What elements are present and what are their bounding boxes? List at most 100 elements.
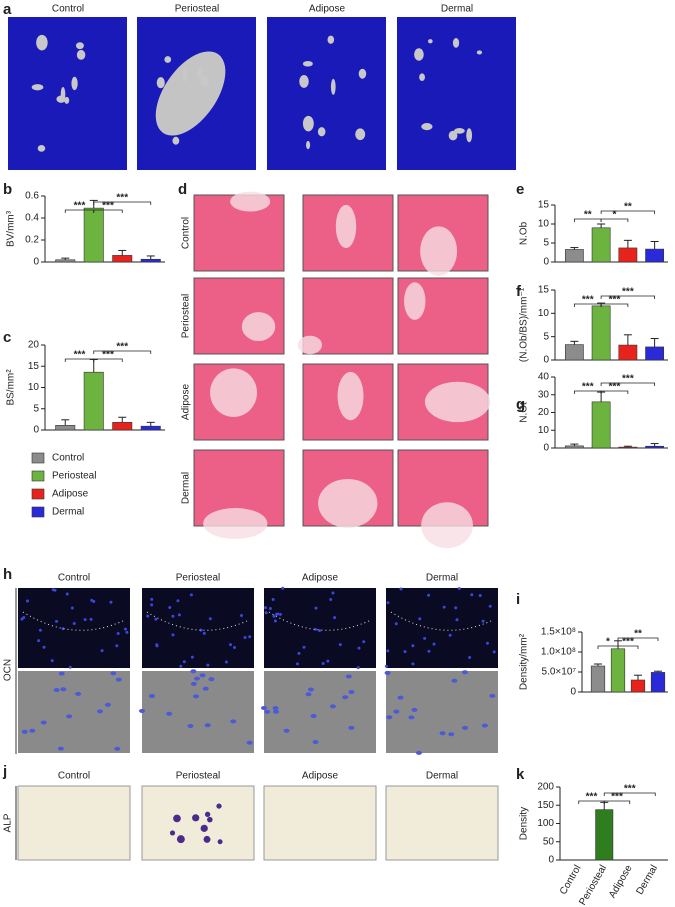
image-cell [66, 714, 73, 719]
image-cell [50, 659, 54, 663]
error-bar [61, 257, 70, 260]
image-cell [264, 606, 268, 610]
image-cell [100, 649, 104, 653]
column-title: Control [52, 4, 84, 15]
legend-swatch [31, 470, 45, 482]
image-stain [217, 839, 223, 845]
error-bar [634, 674, 642, 680]
y-tick-label: 0 [570, 687, 576, 698]
image-stain [200, 824, 208, 832]
image-cell [182, 660, 186, 664]
image-texture [420, 226, 458, 276]
image-blob [476, 50, 483, 55]
image [384, 670, 498, 755]
significance-bracket [600, 218, 629, 222]
image-cell [394, 622, 398, 626]
significance-label: *** [622, 374, 634, 385]
image-cell [451, 678, 458, 683]
image [261, 671, 376, 753]
image-cell [21, 729, 28, 734]
image-bg [386, 588, 498, 668]
image-cell [150, 603, 154, 607]
significance-label: ** [634, 629, 642, 640]
image-blob [421, 123, 433, 131]
image-cell [264, 611, 268, 615]
image-texture [230, 191, 271, 212]
y-tick-label: 10 [28, 382, 40, 393]
image-texture [335, 204, 357, 249]
image-blob [56, 95, 66, 103]
image-cell [110, 671, 117, 676]
image [302, 194, 394, 272]
significance-bracket [600, 390, 629, 394]
error-bar [597, 223, 606, 228]
significance-label: *** [116, 342, 128, 353]
legend-swatch [31, 452, 45, 464]
image-cell [272, 709, 279, 714]
image-cell [427, 593, 431, 597]
panel-letter: b [3, 181, 12, 198]
column-title: Control [58, 771, 90, 782]
image-blob [317, 127, 326, 137]
image-cell [206, 663, 210, 667]
y-tick-label: 15 [538, 285, 550, 296]
image-cell [202, 631, 206, 635]
image-cell [233, 645, 237, 649]
y-tick-label: 10 [538, 219, 550, 230]
y-tick-label: 0 [543, 443, 549, 454]
error-bar [594, 663, 602, 666]
image-cell [202, 686, 209, 691]
bar [591, 305, 611, 361]
image-cell [386, 715, 393, 720]
image-cell [297, 651, 301, 655]
image-cell [455, 618, 459, 622]
bar [645, 248, 665, 263]
image-cell [123, 627, 127, 631]
image-cell [481, 723, 488, 728]
image-cell [70, 606, 74, 610]
column-title: Control [58, 573, 90, 584]
bar [590, 665, 606, 693]
image-cell [53, 688, 60, 693]
significance-bracket [93, 201, 152, 205]
image-outline [268, 611, 372, 631]
significance-label: *** [622, 637, 634, 648]
image-cell [58, 671, 65, 676]
image-cell [92, 599, 96, 603]
image-blob [182, 68, 188, 82]
image-blob [31, 84, 44, 91]
y-tick-label: 0.2 [25, 235, 39, 246]
legend-swatch [31, 506, 45, 518]
image [297, 277, 394, 355]
image-cell [283, 728, 290, 733]
significance-label: *** [611, 792, 623, 803]
error-bar [650, 240, 659, 250]
image-cell [415, 750, 422, 755]
row-title: OCN [3, 659, 14, 681]
image-cell [166, 711, 173, 716]
image-bg [385, 785, 499, 861]
bar [83, 371, 104, 431]
image-cell [83, 618, 87, 622]
row-title: Dermal [181, 472, 192, 504]
image-blob [75, 42, 84, 50]
panel-letter: h [3, 566, 12, 583]
image-bg [142, 588, 254, 668]
image-cell [37, 639, 41, 643]
image-cell [462, 725, 469, 730]
image-cell [384, 670, 391, 675]
image-blob [306, 140, 311, 150]
significance-bracket [600, 210, 656, 214]
image-cell [439, 731, 446, 736]
image [17, 785, 131, 861]
image-cell [115, 644, 119, 648]
image-cell [60, 687, 67, 692]
image-cell [229, 643, 233, 647]
image-cell [305, 692, 312, 697]
image-stain [216, 803, 222, 809]
image-cell [204, 723, 211, 728]
significance-bracket [603, 792, 656, 796]
image-cell [307, 687, 314, 692]
image-cell [187, 723, 194, 728]
y-tick-label: 30 [538, 389, 550, 400]
